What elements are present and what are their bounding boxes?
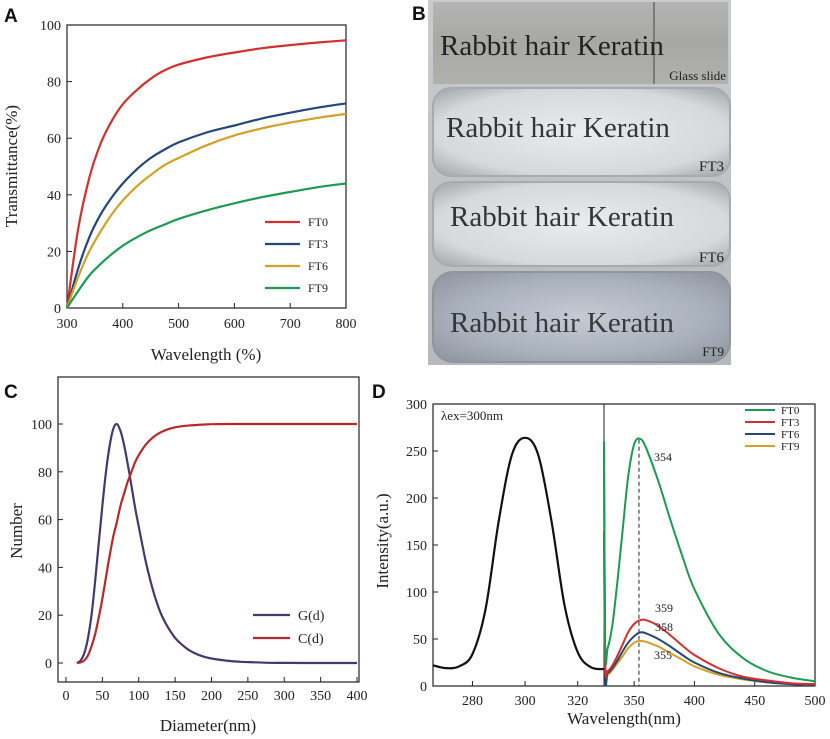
y-tick-label: 40 — [47, 189, 61, 204]
x-tick-label: 320 — [567, 694, 588, 709]
chart-a-frame — [66, 24, 347, 309]
y-tick-label: 40 — [38, 561, 52, 576]
x-tick-label: 700 — [280, 317, 301, 332]
series-line-ft0 — [65, 39, 347, 309]
series-line-ft6 — [603, 446, 816, 687]
ft6-text: Rabbit hair Keratin — [450, 201, 674, 233]
x-tick-label: 600 — [224, 317, 245, 332]
x-tick-label: 50 — [95, 689, 109, 704]
y-tick-label: 20 — [47, 245, 61, 260]
ft3-text: Rabbit hair Keratin — [446, 112, 670, 144]
chart-a-ylabel: Transmittance(%) — [2, 105, 21, 227]
x-tick-label: 300 — [57, 317, 78, 332]
transmittance-chart: 300 400 500 600 700 800 0 20 40 60 80 100 FT0 FT3 FT6… — [2, 19, 357, 364]
y-tick-label: 50 — [413, 633, 427, 648]
x-tick-label: 250 — [237, 689, 258, 704]
legend-label-ft9: FT9 — [308, 281, 328, 295]
x-tick-label: 150 — [165, 689, 186, 704]
chart-d-ylabel: Intensity(a.u.) — [373, 493, 392, 588]
panel-letter-a: A — [4, 6, 18, 27]
ft9-caption: FT9 — [702, 344, 724, 359]
gel-ft9 — [432, 271, 731, 363]
x-tick-label: 300 — [274, 689, 295, 704]
panel-letter-b: B — [412, 4, 426, 25]
slide-text: Rabbit hair Keratin — [440, 30, 664, 62]
series-line-gd — [76, 422, 357, 665]
x-tick-label: 400 — [347, 689, 368, 704]
legend-label-gd: G(d) — [298, 609, 325, 624]
x-tick-label: 350 — [624, 694, 645, 709]
series-line-cd — [76, 422, 357, 665]
legend-label-ft3: FT3 — [308, 237, 328, 251]
chart-c-frame — [57, 376, 360, 683]
x-tick-label: 800 — [336, 317, 357, 332]
size-distribution-chart: 0 50 100 150 200 250 300 350 400 0 20 40 60 80 100 G(d… — [7, 376, 368, 735]
excitation-line — [432, 436, 605, 671]
y-tick-label: 300 — [406, 398, 427, 413]
legend-label-ft0: FT0 — [781, 405, 800, 417]
y-tick-label: 0 — [54, 302, 61, 317]
ft6-caption: FT6 — [699, 250, 725, 266]
y-tick-label: 0 — [45, 657, 52, 672]
panel-letter-c: C — [4, 382, 18, 403]
ft3-caption: FT3 — [699, 159, 724, 175]
y-tick-label: 60 — [38, 514, 52, 529]
series-line-ft3 — [603, 530, 816, 686]
x-tick-label: 0 — [63, 689, 70, 704]
chart-a-xlabel: Wavelength (%) — [151, 345, 262, 364]
y-tick-label: 100 — [31, 418, 52, 433]
gel-ft6 — [432, 181, 731, 267]
y-tick-label: 100 — [406, 586, 427, 601]
x-tick-label: 400 — [684, 694, 705, 709]
x-tick-label: 500 — [805, 694, 826, 709]
chart-c-ylabel: Number — [7, 503, 26, 559]
excitation-label: λex=300nm — [441, 408, 503, 423]
series-line-ft0 — [603, 437, 816, 683]
x-tick-label: 500 — [168, 317, 189, 332]
y-tick-label: 250 — [406, 445, 427, 460]
glass-slide — [433, 2, 728, 84]
y-tick-label: 80 — [47, 76, 61, 91]
legend-label-cd: C(d) — [298, 632, 324, 647]
x-tick-label: 200 — [201, 689, 222, 704]
panel-letter-d: D — [372, 382, 386, 403]
x-tick-label: 280 — [462, 694, 483, 709]
series-line-ft6 — [65, 112, 347, 309]
x-tick-label: 100 — [128, 689, 149, 704]
legend-label-ft6: FT6 — [308, 259, 328, 273]
ft9-text: Rabbit hair Keratin — [450, 307, 674, 339]
chart-d-xlabel: Wavelength(nm) — [567, 709, 681, 728]
legend-label-ft9: FT9 — [781, 441, 800, 453]
y-tick-label: 80 — [38, 466, 52, 481]
y-tick-label: 100 — [40, 19, 61, 34]
peak-label-ft9: 355 — [654, 648, 672, 662]
series-line-ft3 — [65, 102, 347, 309]
x-tick-label: 350 — [310, 689, 331, 704]
y-tick-label: 20 — [38, 609, 52, 624]
slide-caption: Glass slide — [669, 68, 726, 83]
legend-label-ft6: FT6 — [781, 429, 800, 441]
y-tick-label: 60 — [47, 132, 61, 147]
peak-label-ft6: 358 — [655, 620, 673, 634]
gel-ft3 — [432, 87, 731, 177]
legend-label-ft0: FT0 — [308, 215, 328, 229]
y-tick-label: 150 — [406, 539, 427, 554]
peak-label-ft3: 359 — [655, 601, 673, 615]
x-tick-label: 400 — [112, 317, 133, 332]
legend-label-ft3: FT3 — [781, 417, 800, 429]
x-tick-label: 300 — [515, 694, 536, 709]
series-line-ft9 — [66, 182, 347, 309]
keratin-film-photo: Rabbit hair Keratin Glass slide Rabbit h… — [428, 0, 731, 365]
y-tick-label: 0 — [420, 680, 427, 695]
chart-c-xlabel: Diameter(nm) — [160, 716, 256, 735]
peak-label-ft0: 354 — [654, 450, 672, 464]
y-tick-label: 200 — [406, 492, 427, 507]
x-tick-label: 450 — [744, 694, 765, 709]
